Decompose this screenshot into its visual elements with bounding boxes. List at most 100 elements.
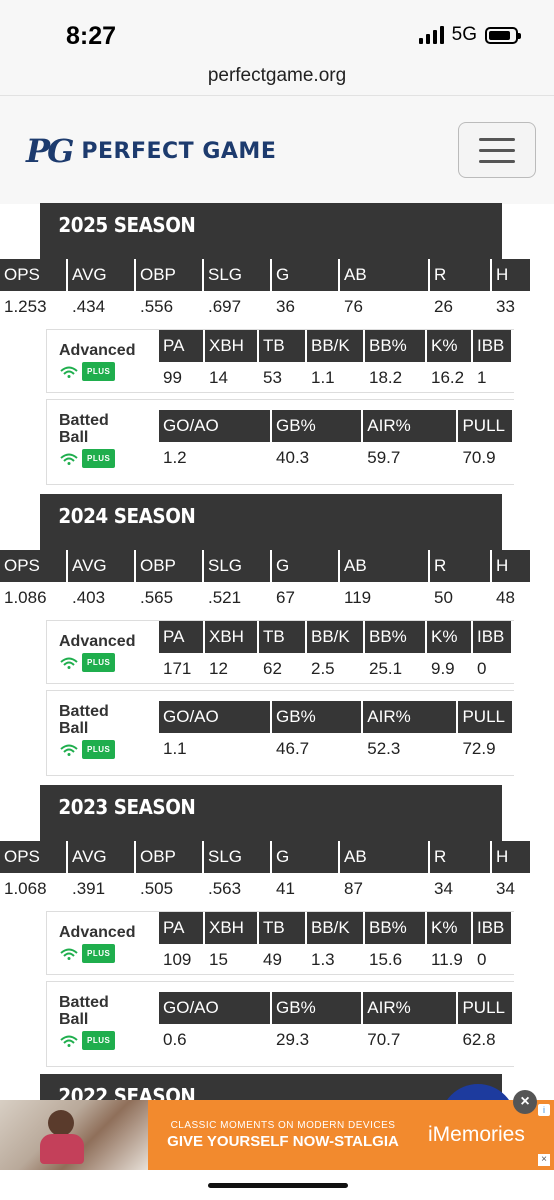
batted-value-cell: 62.8 (462, 1030, 496, 1049)
batted-value-cell: 0.6 (163, 1030, 187, 1049)
batted-label: Batted Ball (59, 994, 109, 1028)
stat-value-cell: 33 (496, 297, 515, 316)
stat-header-cell: G (272, 841, 340, 873)
stat-value-cell: .434 (72, 297, 106, 316)
adv-value-cell: 16.2 (431, 368, 465, 387)
head-row: GO/AO GB% AIR% PULL (159, 992, 514, 1024)
stat-value-cell: 26 (434, 297, 453, 316)
menu-icon (479, 137, 515, 141)
batted-header-cell: AIR% (363, 992, 459, 1024)
adv-header-cell: XBH (205, 621, 259, 653)
val-row: 171 12 62 2.5 25.1 9.9 0 (159, 653, 514, 683)
stat-value-cell: .563 (208, 879, 242, 898)
batted-value-cell: 59.7 (367, 448, 401, 467)
adv-header-cell: BB/K (307, 330, 365, 362)
adv-header-cell: K% (427, 912, 473, 944)
stat-value-cell: 67 (276, 588, 295, 607)
batted-value-cell: 70.9 (462, 448, 496, 467)
adv-header-cell: XBH (205, 330, 259, 362)
stat-header-cell: OBP (136, 259, 204, 291)
ad-info-icon[interactable]: i (538, 1104, 550, 1116)
advanced-card: Advanced PLUS PA XBH TB BB/K BB% K% IBB 109 15 49 1.… (46, 911, 514, 975)
plus-badge: PLUS (59, 449, 159, 468)
season-title: 2025 SEASON (40, 203, 502, 259)
adv-header-cell: BB/K (307, 621, 365, 653)
adv-value-cell: 0 (477, 659, 487, 678)
adv-value-cell: 15.6 (369, 950, 403, 969)
plus-badge: PLUS (59, 362, 159, 381)
adv-value-cell: 15 (209, 950, 228, 969)
adv-header-cell: BB% (365, 330, 427, 362)
batted-value-cell: 70.7 (367, 1030, 401, 1049)
url-bar[interactable]: perfectgame.org (0, 60, 554, 96)
adv-value-cell: 12 (209, 659, 228, 678)
advanced-card: Advanced PLUS PA XBH TB BB/K BB% K% IBB 99 14 53 1.1… (46, 329, 514, 393)
stat-value-cell: .391 (72, 879, 106, 898)
ad-image (0, 1100, 148, 1170)
stat-value-cell: 76 (344, 297, 363, 316)
ad-banner[interactable]: CLASSIC MOMENTS ON MODERN DEVICES GIVE Y… (0, 1100, 554, 1170)
adv-value-cell: 2.5 (311, 659, 335, 678)
batted-header-cell: AIR% (363, 410, 459, 442)
stat-header-cell: H (492, 841, 532, 873)
stat-value-cell: .697 (208, 297, 242, 316)
stat-header-cell: R (430, 550, 492, 582)
adv-value-cell: 9.9 (431, 659, 455, 678)
batted-value-cell: 46.7 (276, 739, 310, 758)
batted-header-cell: PULL (458, 410, 514, 442)
stat-header-cell: AB (340, 841, 430, 873)
wifi-icon (60, 1035, 78, 1047)
ad-report-icon[interactable]: × (538, 1154, 550, 1166)
batted-header-cell: GB% (272, 701, 364, 733)
site-header: PG PERFECT GAME (0, 96, 554, 204)
wifi-icon (60, 744, 78, 756)
adv-header-cell: PA (159, 621, 205, 653)
network-label: 5G (451, 24, 477, 45)
season-title: 2023 SEASON (40, 785, 502, 841)
adv-value-cell: 99 (163, 368, 182, 387)
wifi-icon (60, 948, 78, 960)
status-icons: 5G (418, 24, 521, 46)
wifi-icon (60, 657, 78, 669)
stat-header-cell: AVG (68, 550, 136, 582)
val-row: 109 15 49 1.3 15.6 11.9 0 (159, 944, 514, 974)
advanced-label: Advanced (59, 633, 136, 650)
adv-header-cell: XBH (205, 912, 259, 944)
batted-ball-card: Batted Ball PLUS GO/AO GB% AIR% PULL 1.2 40.3 59… (46, 399, 514, 485)
batted-value-cell: 52.3 (367, 739, 401, 758)
stat-header-cell: SLG (204, 841, 272, 873)
stat-header-cell: AVG (68, 259, 136, 291)
adv-value-cell: 25.1 (369, 659, 403, 678)
ad-line2: GIVE YOURSELF NOW-STALGIA (167, 1133, 399, 1150)
season-block: 2025 SEASON OPS AVG OBP SLG G AB R H 1.253.434.55… (0, 203, 554, 485)
adv-value-cell: 1 (477, 368, 487, 387)
adv-value-cell: 53 (263, 368, 282, 387)
batted-header-cell: AIR% (363, 701, 459, 733)
hamburger-menu-button[interactable] (458, 122, 536, 178)
stat-value-cell: .403 (72, 588, 106, 607)
stat-header-cell: AVG (68, 841, 136, 873)
head-row: OPS AVG OBP SLG G AB R H (0, 550, 554, 582)
stat-value-cell: 48 (496, 588, 515, 607)
batted-label: Batted Ball (59, 412, 109, 446)
adv-header-cell: BB% (365, 621, 427, 653)
adv-header-cell: IBB (473, 330, 513, 362)
batted-header-cell: GO/AO (159, 701, 273, 733)
stat-header-cell: G (272, 550, 340, 582)
ad-brand: iMemories (428, 1123, 525, 1146)
adv-header-cell: TB (259, 330, 307, 362)
advanced-label: Advanced (59, 342, 136, 359)
stat-value-cell: 36 (276, 297, 295, 316)
val-row: 1.068 .391 .505 .563 41 87 34 34 (0, 873, 554, 905)
logo-text: PERFECT GAME (81, 138, 277, 164)
stat-header-cell: R (430, 841, 492, 873)
ad-close-icon[interactable]: × (513, 1090, 537, 1114)
adv-header-cell: K% (427, 330, 473, 362)
stat-header-cell: OPS (0, 550, 68, 582)
plus-badge: PLUS (59, 740, 159, 759)
batted-value-cell: 40.3 (276, 448, 310, 467)
head-row: OPS AVG OBP SLG G AB R H (0, 259, 554, 291)
wifi-icon (60, 453, 78, 465)
stat-value-cell: .565 (140, 588, 174, 607)
site-logo[interactable]: PG PERFECT GAME (26, 132, 276, 170)
